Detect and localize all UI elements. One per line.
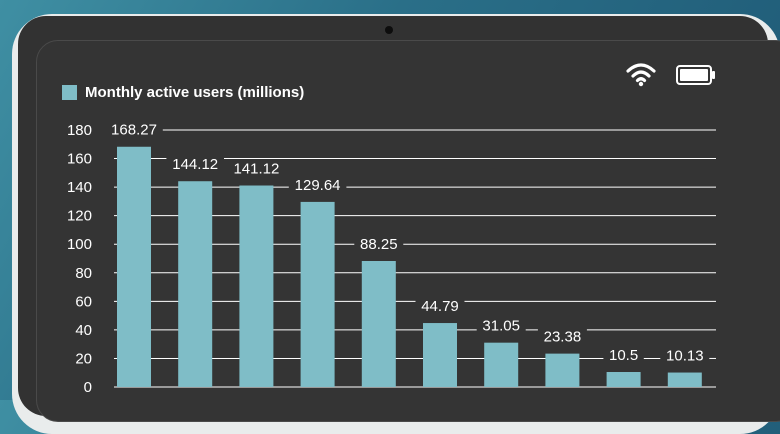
- y-tick-label: 20: [75, 350, 92, 367]
- bar: [545, 353, 580, 387]
- data-label: 44.79: [421, 298, 459, 315]
- bar: [117, 146, 151, 387]
- bar: [300, 201, 335, 387]
- bar: [178, 181, 213, 387]
- y-tick-label: 160: [67, 151, 92, 168]
- bar: [667, 372, 702, 387]
- y-tick-label: 140: [67, 179, 92, 196]
- wifi-icon: [626, 63, 656, 87]
- data-label: 10.13: [666, 348, 704, 365]
- bar: [239, 185, 274, 387]
- y-tick-label: 120: [67, 208, 92, 225]
- bar: [484, 342, 519, 387]
- y-tick-label: 180: [67, 122, 92, 139]
- battery-icon: [676, 65, 715, 85]
- legend-swatch: [62, 85, 77, 100]
- bar: [361, 260, 396, 387]
- y-tick-label: 0: [84, 379, 92, 396]
- bar: [423, 323, 457, 387]
- y-tick-label: 40: [75, 322, 92, 339]
- y-tick-label: 80: [75, 265, 92, 282]
- data-label: 23.38: [544, 329, 582, 346]
- legend-label: Monthly active users (millions): [85, 84, 305, 101]
- bar: [606, 372, 641, 387]
- data-label: 168.27: [111, 122, 157, 139]
- data-label: 31.05: [482, 318, 520, 335]
- data-label: 141.12: [233, 161, 279, 178]
- bar-chart: 0 20 40 60 80 100 120 140 160 180 168.27 144.12 141.…: [67, 122, 716, 396]
- camera-dot: [385, 26, 393, 34]
- data-label: 10.5: [609, 347, 638, 364]
- y-tick-label: 100: [67, 236, 92, 253]
- y-tick-label: 60: [75, 293, 92, 310]
- data-label: 88.25: [360, 236, 398, 253]
- data-label: 144.12: [172, 156, 218, 173]
- data-label: 129.64: [295, 177, 341, 194]
- chart-legend: Monthly active users (millions): [62, 84, 304, 101]
